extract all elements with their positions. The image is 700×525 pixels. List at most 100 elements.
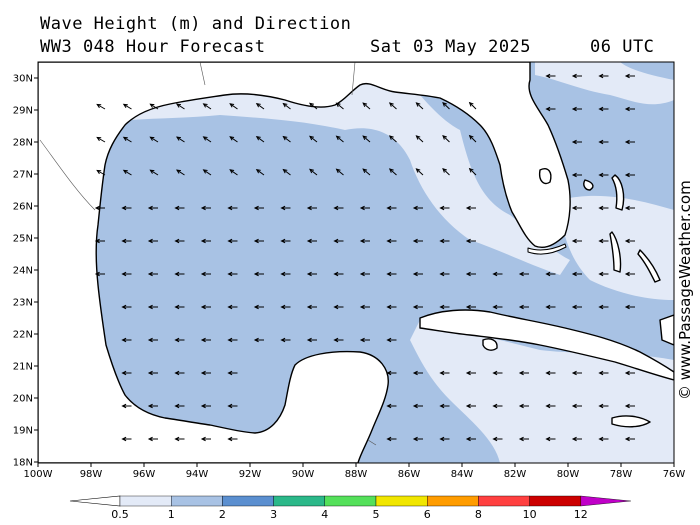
- wave-arrow: [415, 102, 424, 110]
- wave-arrow: [149, 169, 159, 176]
- wave-arrow: [465, 403, 476, 409]
- wave-arrow: [386, 436, 397, 442]
- wave-arrow: [442, 167, 450, 176]
- wave-arrow: [465, 238, 476, 244]
- legend-swatch: [427, 495, 479, 507]
- wave-arrow: [386, 337, 397, 343]
- wave-arrow: [388, 168, 397, 176]
- wave-arrow: [229, 136, 238, 143]
- wave-arrow: [176, 169, 185, 176]
- wave-arrow: [335, 102, 344, 110]
- lon-label: 88W: [345, 469, 368, 480]
- wave-arrow: [359, 304, 370, 310]
- wave-arrow: [200, 436, 211, 442]
- wave-arrow: [412, 238, 423, 244]
- legend-swatch: [478, 495, 530, 507]
- color-scale-legend: 0.5 1 2 3 4 5 6 8 10 12: [69, 495, 631, 521]
- lon-label: 84W: [451, 469, 474, 480]
- wave-arrow: [96, 103, 106, 110]
- legend-swatch: [222, 495, 274, 507]
- wave-arrow: [255, 102, 265, 110]
- wave-arrow: [571, 238, 582, 244]
- wave-arrow: [121, 337, 132, 343]
- wave-arrow: [412, 205, 423, 211]
- legend-tick-label: 2: [219, 508, 226, 521]
- wave-arrow: [624, 403, 635, 409]
- wave-arrow: [282, 102, 291, 110]
- wave-arrow: [386, 205, 397, 211]
- hispaniola-land: [659, 314, 674, 346]
- wave-arrow: [624, 139, 635, 145]
- wave-arrow: [280, 337, 291, 343]
- wave-arrow: [624, 436, 635, 442]
- lat-label: 22N: [13, 330, 33, 341]
- legend-overflow-cap: [580, 495, 631, 507]
- wave-arrow: [253, 271, 264, 277]
- lat-label: 20N: [13, 394, 33, 405]
- forecast-subtitle: WW3 048 Hour Forecast: [40, 37, 266, 57]
- wave-arrow: [598, 139, 609, 145]
- wave-arrow: [624, 106, 635, 112]
- wave-arrow: [359, 271, 370, 277]
- lat-label: 27N: [13, 170, 33, 181]
- wave-arrow: [439, 403, 450, 409]
- wave-arrow: [359, 238, 370, 244]
- wave-arrow: [174, 337, 185, 343]
- wave-arrow: [333, 205, 344, 211]
- wave-arrow: [439, 238, 450, 244]
- wave-arrow: [359, 337, 370, 343]
- wave-arrow: [121, 238, 132, 244]
- wave-arrow: [253, 238, 264, 244]
- legend-tick-label: 1: [168, 508, 175, 521]
- wave-arrow: [227, 403, 238, 409]
- wave-arrow: [386, 238, 397, 244]
- wave-arrow: [598, 238, 609, 244]
- lon-label: 90W: [292, 469, 315, 480]
- legend-tick-label: 5: [373, 508, 380, 521]
- legend-swatch: [273, 495, 326, 507]
- wave-arrow: [253, 337, 264, 343]
- wave-arrow: [149, 136, 159, 143]
- wave-arrow: [545, 73, 556, 79]
- wave-arrow: [468, 101, 477, 110]
- wave-arrow: [202, 136, 212, 143]
- wave-arrow: [545, 304, 556, 310]
- wave-arrow: [333, 337, 344, 343]
- lat-label: 19N: [13, 426, 33, 437]
- wave-arrow: [571, 271, 582, 277]
- wave-arrow: [468, 167, 477, 176]
- legend-underflow-cap: [69, 495, 121, 507]
- wave-arrow: [412, 436, 423, 442]
- cuba-land: [419, 309, 674, 381]
- wave-arrow: [412, 403, 423, 409]
- lat-label: 21N: [13, 362, 33, 373]
- wave-arrow: [412, 304, 423, 310]
- wave-arrow: [624, 238, 635, 244]
- wave-arrow: [465, 271, 476, 277]
- wave-arrow: [149, 103, 159, 110]
- wave-arrow: [227, 205, 238, 211]
- wave-arrow: [624, 271, 635, 277]
- wave-arrow: [518, 304, 529, 310]
- wave-arrow: [200, 304, 211, 310]
- lon-label: 78W: [610, 469, 633, 480]
- wave-arrow: [121, 436, 132, 442]
- longitude-axis: 100W 98W 96W 94W 92W 90W 88W 86W 84W 82W 80W 78W 76W: [24, 463, 685, 480]
- wave-arrow: [309, 168, 318, 176]
- wave-arrow: [306, 304, 317, 310]
- wave-arrow: [624, 304, 635, 310]
- legend-swatch: [324, 495, 377, 507]
- wave-arrow: [442, 134, 450, 143]
- lat-label: 18N: [13, 458, 33, 469]
- wave-arrow: [174, 238, 185, 244]
- wave-arrow: [121, 403, 132, 409]
- wave-arrow: [624, 172, 635, 178]
- wave-arrow: [465, 304, 476, 310]
- wave-arrow: [174, 205, 185, 211]
- wave-arrow: [227, 304, 238, 310]
- lon-label: 86W: [398, 469, 421, 480]
- wave-arrow: [96, 169, 106, 176]
- latitude-axis: 30N 29N 28N 27N 26N 25N 24N 23N 22N 21N 20N 19N 18N: [13, 74, 38, 469]
- wave-arrow: [386, 271, 397, 277]
